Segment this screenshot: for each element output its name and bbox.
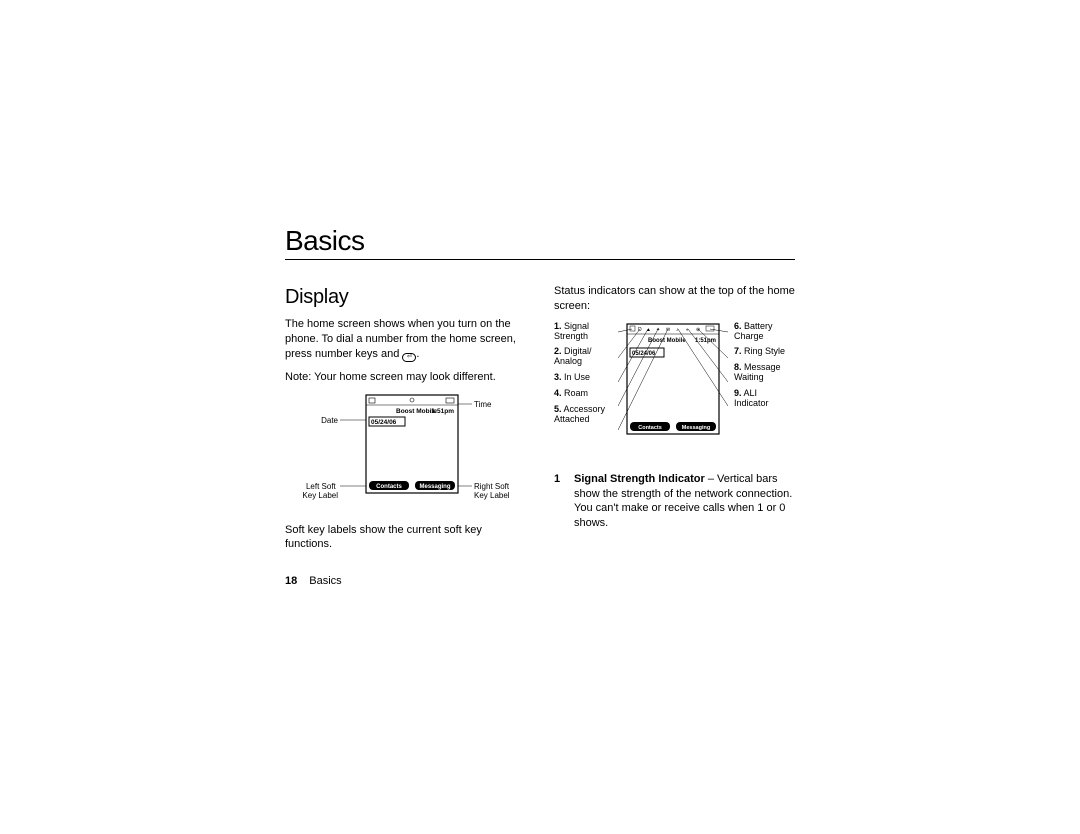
text: . — [416, 348, 419, 360]
indicator-item: 5. Accessory Attached — [554, 405, 612, 425]
text: The home screen shows when you turn on t… — [285, 318, 516, 360]
page-footer: 18 Basics — [285, 574, 526, 589]
note-text: Note: Your home screen may look differen… — [285, 370, 526, 385]
label-left-soft: Left Soft Key Label — [302, 482, 338, 500]
label-date: Date — [321, 416, 338, 425]
page-number: 18 — [285, 575, 297, 587]
desc-text: Signal Strength Indicator – Vertical bar… — [574, 472, 795, 531]
indicator-item: 4. Roam — [554, 389, 612, 399]
indicator-item: 1. Signal Strength — [554, 322, 612, 342]
indicator-item: 3. In Use — [554, 373, 612, 383]
phone-diagram-indicators: D ▲ ✦ ✉ ♪ ◐ ⊕ Boost Mobile 1:51pm 05/24/… — [618, 322, 728, 462]
manual-page: Basics Display The home screen shows whe… — [285, 225, 795, 589]
indicator-labels-left: 1. Signal Strength 2. Digital/ Analog 3.… — [554, 322, 612, 462]
svg-text:Messaging: Messaging — [419, 484, 450, 490]
svg-text:05/24/06: 05/24/06 — [371, 419, 397, 426]
label-right-soft: Right Soft Key Label — [474, 482, 511, 500]
svg-text:D: D — [638, 327, 642, 333]
indicator-diagram: 1. Signal Strength 2. Digital/ Analog 3.… — [554, 322, 795, 462]
indicator-description: 1 Signal Strength Indicator – Vertical b… — [554, 472, 795, 531]
two-column-layout: Display The home screen shows when you t… — [285, 284, 795, 589]
paragraph: The home screen shows when you turn on t… — [285, 317, 526, 362]
paragraph: Status indicators can show at the top of… — [554, 284, 795, 314]
svg-text:Contacts: Contacts — [638, 425, 662, 431]
chapter-title: Basics — [285, 225, 795, 260]
right-column: Status indicators can show at the top of… — [554, 284, 795, 589]
section-title: Display — [285, 284, 526, 311]
desc-number: 1 — [554, 472, 564, 531]
left-column: Display The home screen shows when you t… — [285, 284, 526, 589]
indicator-item: 7. Ring Style — [734, 347, 792, 357]
paragraph: Soft key labels show the current soft ke… — [285, 523, 526, 553]
svg-text:Messaging: Messaging — [682, 425, 710, 431]
label-time: Time — [474, 400, 492, 409]
svg-text:Contacts: Contacts — [376, 484, 402, 490]
svg-text:⊕: ⊕ — [696, 327, 700, 333]
indicator-item: 9. ALI Indicator — [734, 389, 792, 409]
svg-text:1:51pm: 1:51pm — [431, 408, 454, 415]
indicator-labels-right: 6. Battery Charge 7. Ring Style 8. Messa… — [734, 322, 792, 462]
phone-diagram-home: Date Left Soft Key Label Time Right Soft… — [296, 393, 516, 513]
indicator-item: 8. Message Waiting — [734, 363, 792, 383]
send-key-icon: ⏎ — [402, 353, 416, 362]
svg-text:Boost Mobile: Boost Mobile — [648, 338, 686, 344]
svg-text:▲: ▲ — [646, 327, 651, 333]
footer-section: Basics — [309, 575, 341, 587]
indicator-item: 2. Digital/ Analog — [554, 347, 612, 367]
indicator-item: 6. Battery Charge — [734, 322, 792, 342]
